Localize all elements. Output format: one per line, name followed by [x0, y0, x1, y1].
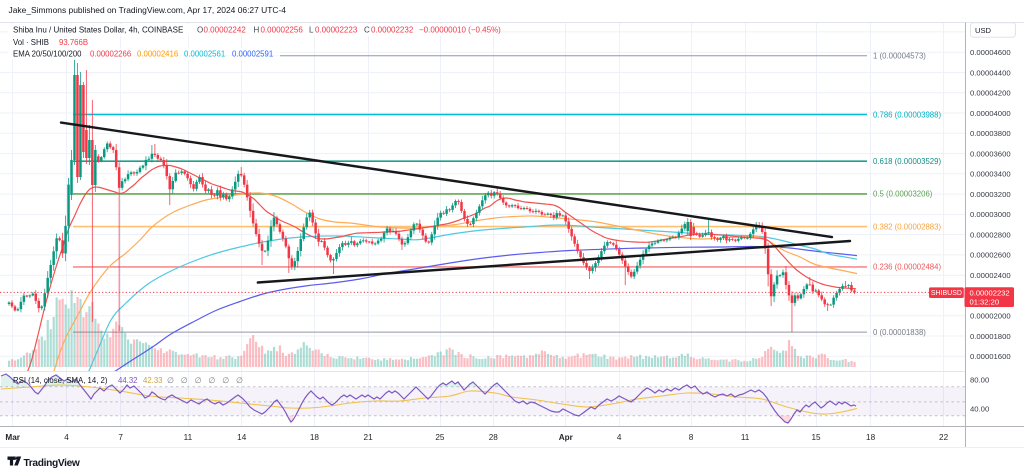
svg-text:01:32:20: 01:32:20 — [970, 297, 1000, 306]
svg-text:0.382 (0.00002883): 0.382 (0.00002883) — [873, 222, 941, 231]
svg-text:0.236 (0.00002484): 0.236 (0.00002484) — [873, 263, 941, 272]
svg-text:15: 15 — [811, 433, 821, 442]
svg-text:0.00004600: 0.00004600 — [970, 48, 1011, 57]
svg-text:∅: ∅ — [167, 376, 174, 385]
svg-text:∅: ∅ — [208, 376, 215, 385]
svg-text:1 (0.00004573): 1 (0.00004573) — [873, 52, 926, 61]
svg-text:Jake_Simmons published on Trad: Jake_Simmons published on TradingView.co… — [9, 5, 287, 15]
svg-text:0.00003000: 0.00003000 — [970, 210, 1011, 219]
svg-text:0 (0.00001838): 0 (0.00001838) — [873, 328, 926, 337]
svg-text:USD: USD — [975, 26, 992, 35]
svg-text:0.00002400: 0.00002400 — [970, 271, 1011, 280]
svg-text:0.00003400: 0.00003400 — [970, 170, 1011, 179]
svg-text:0.786 (0.00003988): 0.786 (0.00003988) — [873, 110, 941, 119]
svg-text:Mar: Mar — [5, 433, 20, 442]
svg-text:0.00001800: 0.00001800 — [970, 332, 1011, 341]
svg-text:7: 7 — [118, 433, 123, 442]
svg-text:0.618 (0.00003529): 0.618 (0.00003529) — [873, 157, 941, 166]
svg-text:TradingView: TradingView — [24, 458, 80, 469]
svg-text:0.00003800: 0.00003800 — [970, 129, 1011, 138]
svg-text:0.00003600: 0.00003600 — [970, 149, 1011, 158]
svg-text:4: 4 — [64, 433, 69, 442]
svg-text:∅: ∅ — [181, 376, 188, 385]
svg-text:22: 22 — [939, 433, 949, 442]
svg-text:4: 4 — [617, 433, 622, 442]
svg-text:14: 14 — [237, 433, 247, 442]
svg-text:Apr: Apr — [559, 433, 574, 442]
svg-text:0.00004200: 0.00004200 — [970, 89, 1011, 98]
svg-text:28: 28 — [489, 433, 499, 442]
svg-text:0.00003200: 0.00003200 — [970, 190, 1011, 199]
svg-text:0.5 (0.00003206): 0.5 (0.00003206) — [873, 190, 933, 199]
svg-text:25: 25 — [435, 433, 445, 442]
svg-text:21: 21 — [364, 433, 374, 442]
svg-text:0.00002800: 0.00002800 — [970, 230, 1011, 239]
svg-text:0.00002600: 0.00002600 — [970, 251, 1011, 260]
svg-text:∅: ∅ — [195, 376, 202, 385]
svg-text:0.00001600: 0.00001600 — [970, 352, 1011, 361]
svg-text:SHIBUSD: SHIBUSD — [931, 290, 962, 297]
svg-text:18: 18 — [310, 433, 320, 442]
svg-text:0.00002232: 0.00002232 — [970, 288, 1010, 297]
svg-text:0.00004000: 0.00004000 — [970, 109, 1011, 118]
svg-text:18: 18 — [866, 433, 876, 442]
svg-text:8: 8 — [689, 433, 694, 442]
svg-text:Shiba Inu / United States Doll: Shiba Inu / United States Dollar, 4h, CO… — [13, 25, 501, 34]
svg-text:11: 11 — [184, 433, 193, 442]
svg-text:0.00004400: 0.00004400 — [970, 68, 1011, 77]
svg-text:40.00: 40.00 — [970, 404, 989, 413]
svg-text:0.00002000: 0.00002000 — [970, 312, 1011, 321]
svg-text:∅: ∅ — [236, 376, 243, 385]
svg-text:∅: ∅ — [222, 376, 229, 385]
svg-text:RSI (14, close, SMA, 14, 2)44.: RSI (14, close, SMA, 14, 2) 44.32 42.33 — [13, 376, 163, 385]
svg-text:80.00: 80.00 — [970, 376, 989, 385]
svg-text:11: 11 — [741, 433, 750, 442]
